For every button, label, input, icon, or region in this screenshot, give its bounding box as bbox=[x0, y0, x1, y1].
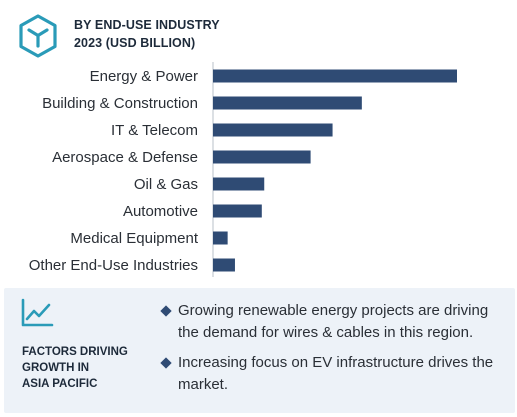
chart-title-line-1: BY END-USE INDUSTRY bbox=[74, 18, 220, 32]
category-label: Oil & Gas bbox=[134, 176, 198, 193]
growth-chart-icon bbox=[21, 298, 54, 327]
bar bbox=[213, 123, 333, 137]
category-label: Energy & Power bbox=[90, 68, 198, 85]
factors-title: FACTORS DRIVING GROWTH IN ASIA PACIFIC bbox=[22, 344, 162, 392]
bar bbox=[213, 204, 262, 218]
category-label: Automotive bbox=[123, 203, 198, 220]
diamond-bullet-icon bbox=[160, 357, 172, 369]
bar bbox=[213, 150, 311, 164]
category-label: Other End-Use Industries bbox=[29, 257, 198, 274]
factors-title-line-1: FACTORS DRIVING bbox=[22, 346, 128, 358]
growth-factors-panel: FACTORS DRIVING GROWTH IN ASIA PACIFIC G… bbox=[4, 288, 515, 413]
category-label: IT & Telecom bbox=[111, 122, 198, 139]
cube-icon bbox=[19, 14, 57, 58]
diamond-bullet-icon bbox=[160, 305, 172, 317]
bar bbox=[213, 69, 457, 83]
chart-header: BY END-USE INDUSTRY 2023 (USD BILLION) bbox=[18, 14, 498, 60]
category-label: Aerospace & Defense bbox=[52, 149, 198, 166]
bar bbox=[213, 177, 265, 191]
factor-item: Growing renewable energy projects are dr… bbox=[160, 300, 512, 344]
factors-list: Growing renewable energy projects are dr… bbox=[160, 300, 512, 404]
factors-title-line-3: ASIA PACIFIC bbox=[22, 378, 98, 390]
category-label: Building & Construction bbox=[42, 95, 198, 112]
chart-title-line-2: 2023 (USD BILLION) bbox=[74, 36, 196, 50]
bar-chart: Energy & Power Building & Construction IT … bbox=[29, 62, 457, 277]
factors-title-line-2: GROWTH IN bbox=[22, 362, 90, 374]
factor-text: Growing renewable energy projects are dr… bbox=[178, 302, 489, 341]
bar bbox=[213, 96, 362, 110]
category-label: Medical Equipment bbox=[70, 230, 198, 247]
factor-text: Increasing focus on EV infrastructure dr… bbox=[178, 354, 494, 393]
bar bbox=[213, 258, 235, 272]
bar bbox=[213, 231, 228, 245]
factor-item: Increasing focus on EV infrastructure dr… bbox=[160, 352, 512, 396]
